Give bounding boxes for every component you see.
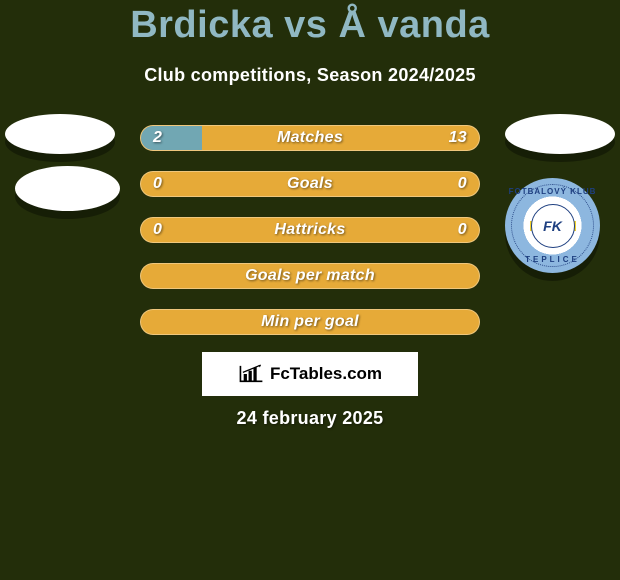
date-text: 24 february 2025 <box>0 408 620 429</box>
stat-bar: 0Goals0 <box>140 171 480 197</box>
stat-label: Goals per match <box>141 264 479 288</box>
brand-chart-icon <box>238 363 264 385</box>
club-right-badge: FOTBALOVÝ KLUB FK TEPLICE <box>505 178 600 273</box>
club-monogram: FK <box>531 204 575 248</box>
stat-label: Min per goal <box>141 310 479 334</box>
stat-right-value: 0 <box>458 218 467 242</box>
stat-label: Matches <box>141 126 479 150</box>
player-right-avatar <box>505 114 615 154</box>
brand-text: FcTables.com <box>270 364 382 384</box>
stat-label: Goals <box>141 172 479 196</box>
page-title: Brdicka vs Å vanda <box>0 0 620 47</box>
subtitle: Club competitions, Season 2024/2025 <box>0 65 620 86</box>
player-left-avatar <box>5 114 115 154</box>
brand-badge: FcTables.com <box>202 352 418 396</box>
club-left-badge <box>15 166 120 211</box>
stat-bar: 2Matches13 <box>140 125 480 151</box>
stat-right-value: 13 <box>449 126 467 150</box>
club-top-text: FOTBALOVÝ KLUB <box>505 187 600 196</box>
stat-right-value: 0 <box>458 172 467 196</box>
stat-bar: Goals per match <box>140 263 480 289</box>
stat-bar: Min per goal <box>140 309 480 335</box>
stat-bar: 0Hattricks0 <box>140 217 480 243</box>
stat-label: Hattricks <box>141 218 479 242</box>
club-bottom-text: TEPLICE <box>505 255 600 264</box>
stat-bars: 2Matches130Goals00Hattricks0Goals per ma… <box>140 125 480 355</box>
